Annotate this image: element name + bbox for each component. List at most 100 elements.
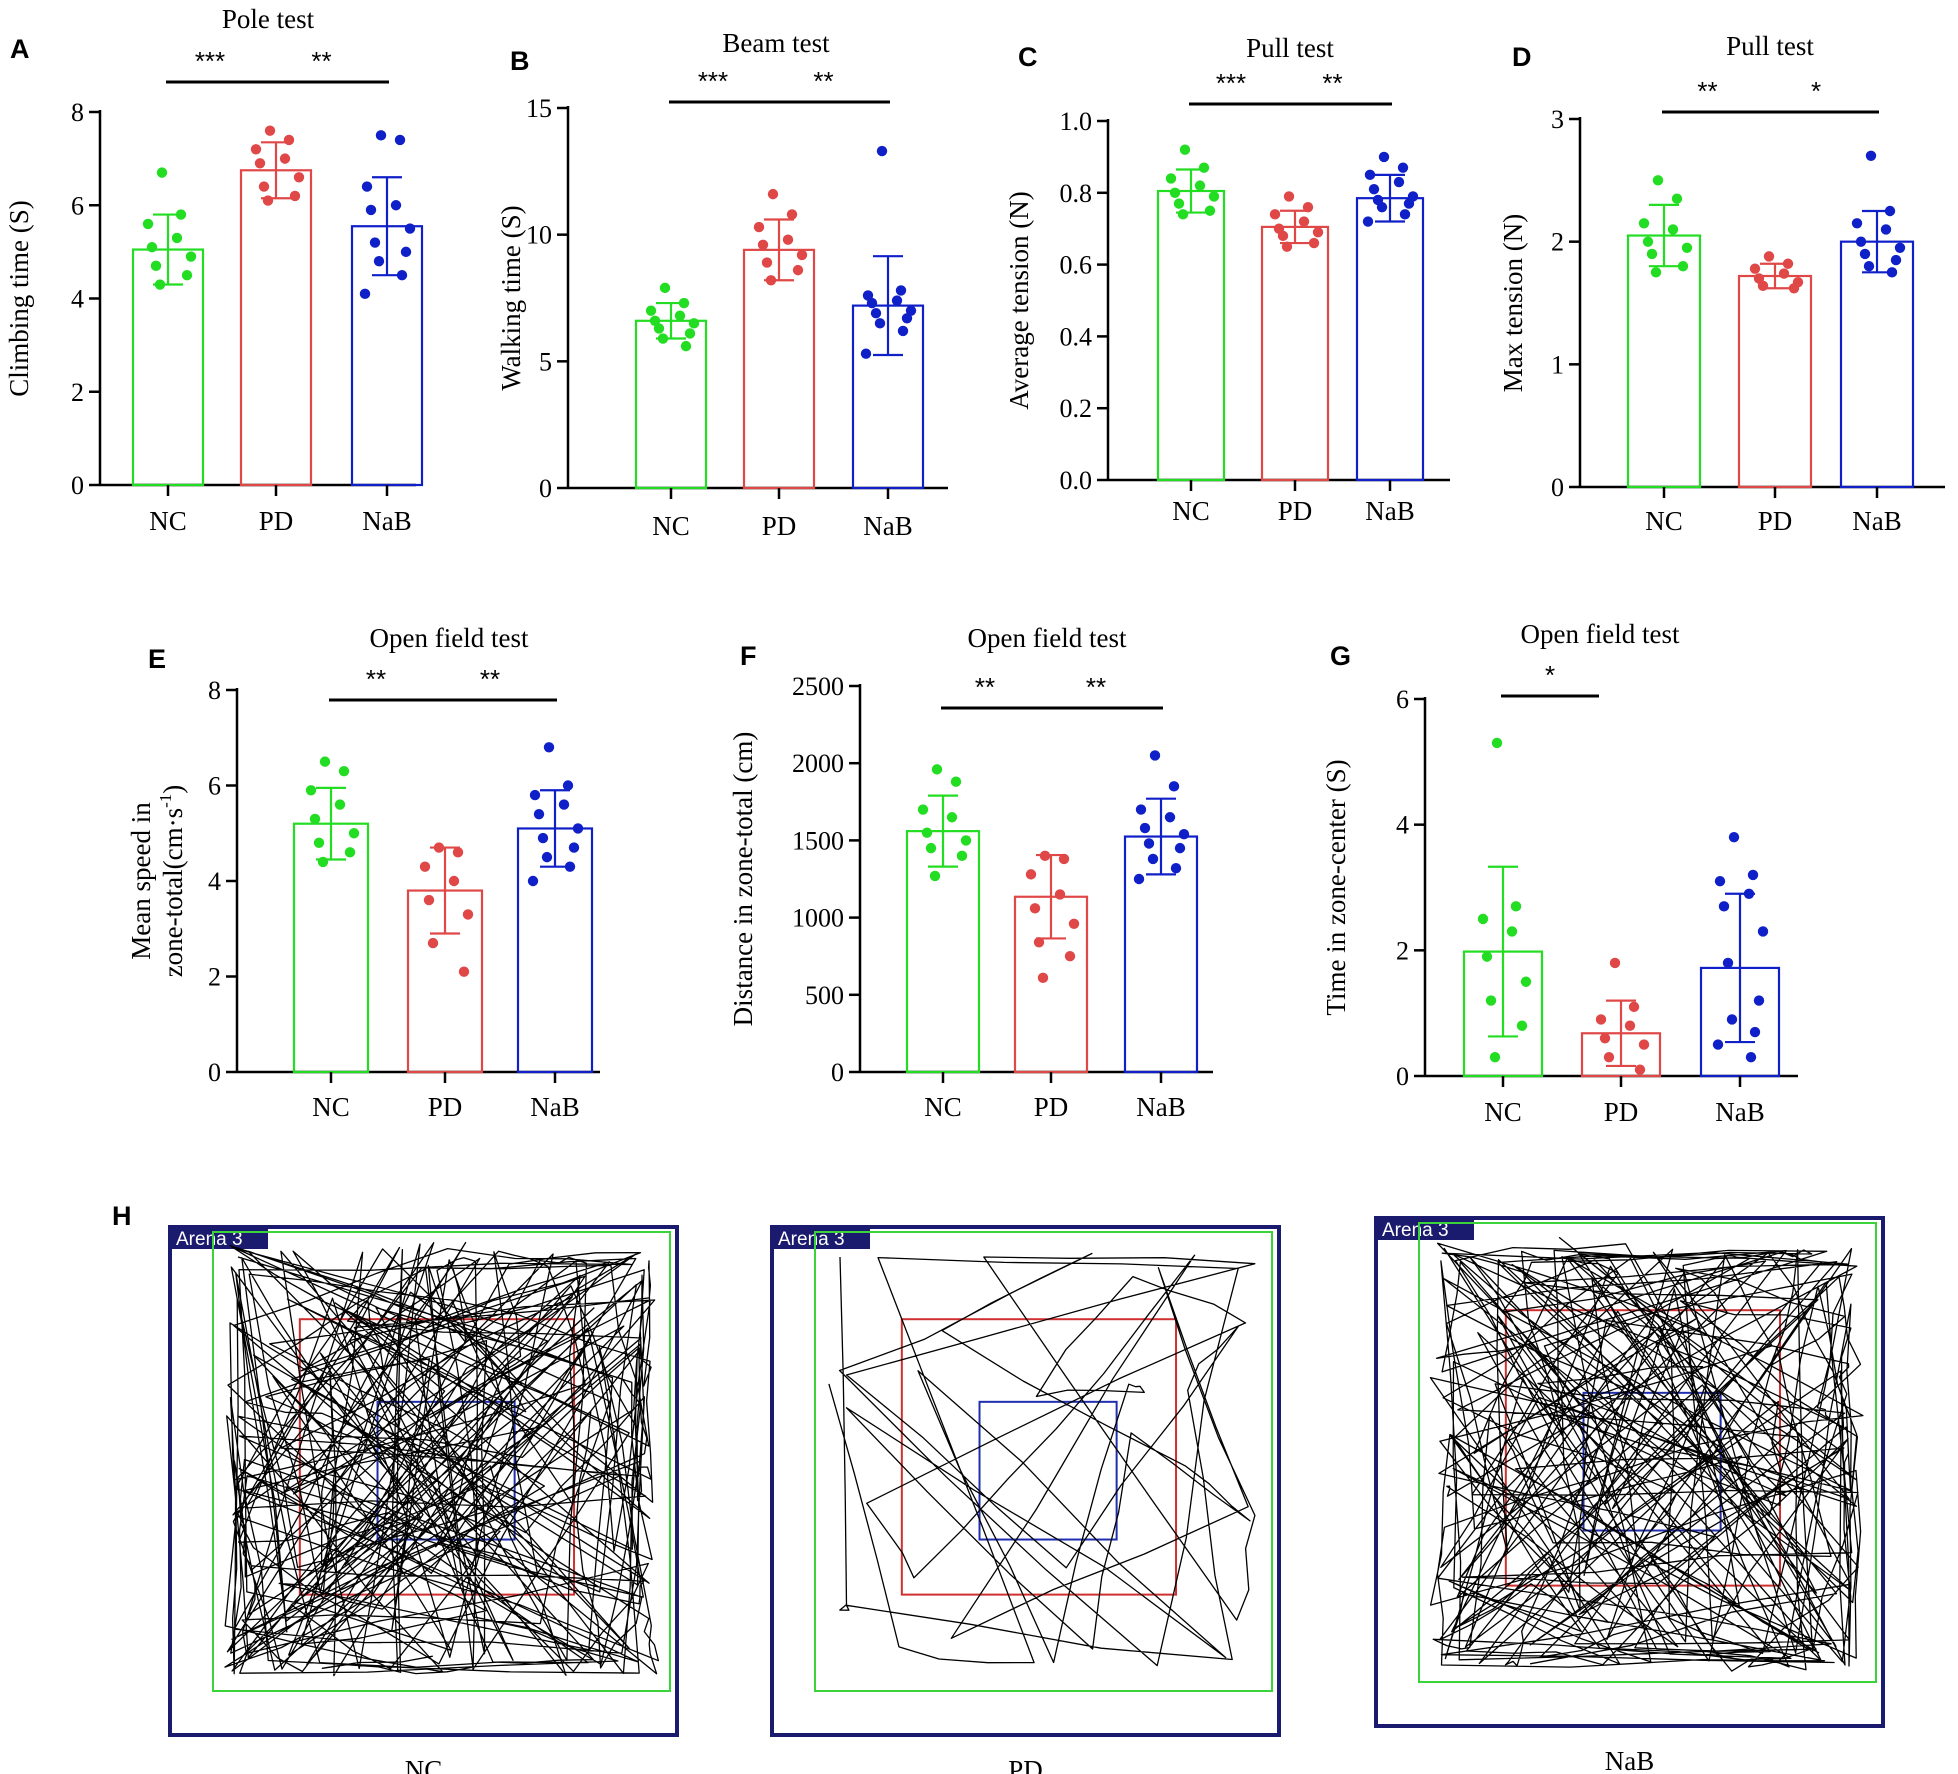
y-axis-label-sup: -1 [156,794,175,808]
data-point-PD [1308,237,1320,249]
x-tick-label: NaB [1365,496,1415,526]
data-point-NaB [1376,201,1388,213]
data-point-NaB [1886,267,1898,278]
data-point-NC [1477,913,1489,925]
data-point-NC [917,804,929,815]
y-tick-label: 0 [1551,473,1564,502]
y-tick-label: 6 [1396,685,1409,714]
y-tick-label: 2500 [792,672,844,701]
data-point-NC [1650,267,1662,278]
data-point-NC [344,847,356,858]
arena-NaB: Arena 3 NaB [1374,1216,1885,1774]
data-point-PD [264,125,276,136]
data-point-NaB [1168,781,1180,792]
x-tick-label: NC [652,511,690,541]
data-point-PD [1603,1051,1615,1063]
x-tick-label: PD [762,511,797,541]
data-point-PD [1033,937,1045,948]
data-point-NC [688,318,700,329]
data-point-NaB [394,134,406,146]
data-point-NaB [537,832,549,844]
data-point-NaB [1726,1014,1738,1025]
data-point-NaB [1747,869,1759,881]
panel-B: B Beam test 0 5 10 15 Walking time (S) NC PD NaB *… [496,28,948,541]
data-point-NaB [1368,184,1380,195]
x-tick-label: NaB [863,511,913,541]
x-tick-label: PD [1034,1092,1069,1122]
data-point-PD [757,239,769,250]
data-point-NaB [529,789,541,801]
data-point-PD [1595,1014,1607,1025]
data-point-NC [146,242,158,253]
data-point-NC [946,812,958,823]
data-point-PD [1281,241,1293,252]
track-path [828,1252,1256,1667]
data-point-NaB [1164,812,1176,823]
y-tick-label: 2 [1396,936,1409,965]
zone-outer [212,1231,671,1692]
data-point-NC [305,785,317,796]
panel-label: D [1512,42,1532,72]
data-point-NaB [1745,1051,1757,1063]
data-point-NaB [1178,829,1190,840]
data-point-PD [289,190,301,202]
y-tick-label: 4 [71,285,84,314]
data-point-PD [1763,251,1775,262]
significance-label: *** [1216,68,1246,98]
data-point-PD [262,195,274,206]
data-point-PD [1788,283,1800,294]
data-point-PD [419,861,431,872]
data-point-NaB [365,204,377,216]
chart-title: Open field test [370,623,529,653]
x-tick-label: NC [1172,496,1210,526]
data-point-NaB [568,842,580,853]
arena-caption: NC [405,1755,443,1774]
data-point-PD [452,847,464,858]
x-tick-label: PD [428,1092,463,1122]
bar-NC [1626,234,1702,489]
significance-label: ** [975,672,995,702]
data-point-NC [960,835,972,846]
data-point-NaB [1865,150,1877,161]
data-point-PD [1058,853,1070,865]
data-point-NaB [1718,901,1730,912]
data-point-PD [448,875,460,887]
data-point-NaB [1135,804,1147,815]
y-tick-label: 4 [1396,811,1409,840]
data-point-PD [1269,209,1281,220]
data-point-NC [645,305,657,316]
data-point-NaB [400,246,412,258]
zone-middle [900,1318,1178,1596]
data-point-NC [1179,144,1191,155]
x-tick-label: NaB [1136,1092,1186,1122]
data-point-NaB [564,861,576,872]
data-point-NC [1520,976,1532,987]
chart-title: Pole test [222,4,315,34]
data-point-PD [1312,227,1324,238]
data-point-PD [782,234,794,245]
data-point-NaB [1855,236,1867,247]
data-point-NaB [1378,151,1390,163]
data-point-NC [1165,173,1177,184]
data-point-NC [1173,198,1185,209]
arena-PD: Arena 3 PD [770,1225,1281,1774]
y-tick-label: 0 [831,1058,844,1087]
data-point-NaB [870,308,882,319]
y-tick-label: 0.2 [1060,394,1093,423]
data-point-NaB [1712,1039,1724,1050]
significance-label: ** [366,664,386,694]
data-point-NaB [375,130,387,141]
panel-label: H [112,1201,132,1231]
y-tick-label: 6 [208,772,221,801]
data-point-NaB [901,313,913,324]
data-point-PD [1609,957,1621,969]
y-tick-label: 2 [71,378,84,407]
data-point-PD [1599,1033,1611,1044]
x-tick-label: NaB [1852,506,1902,536]
data-point-NC [956,850,968,862]
data-point-NC [334,799,346,810]
data-point-PD [258,181,270,192]
data-point-NC [1671,193,1683,204]
data-point-PD [796,249,808,261]
data-point-NC [338,765,350,777]
